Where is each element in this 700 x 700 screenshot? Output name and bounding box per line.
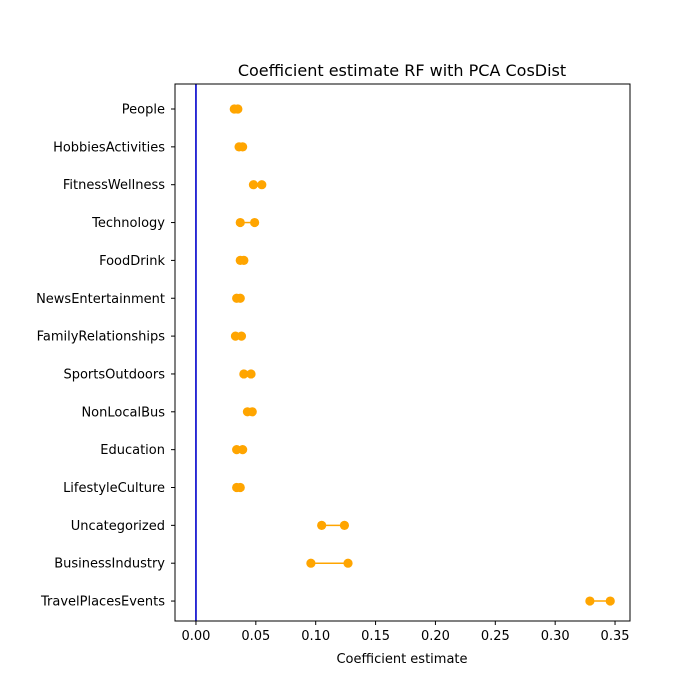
marker-low-7 — [239, 369, 249, 379]
x-tick-label-4: 0.20 — [421, 629, 450, 644]
marker-high-8 — [247, 407, 257, 417]
marker-low-2 — [248, 180, 259, 190]
marker-high-1 — [238, 142, 248, 152]
y-tick-label-3: Technology — [91, 216, 165, 231]
marker-low-11 — [317, 520, 327, 530]
marker-high-0 — [233, 104, 243, 114]
y-tick-label-0: People — [122, 103, 165, 118]
x-tick-label-7: 0.35 — [601, 629, 630, 644]
y-tick-label-5: NewsEntertainment — [36, 292, 165, 307]
y-tick-label-10: LifestyleCulture — [63, 481, 165, 496]
marker-low-12 — [306, 558, 316, 568]
x-axis-label: Coefficient estimate — [336, 652, 467, 667]
y-tick-label-7: SportsOutdoors — [63, 367, 165, 382]
y-tick-label-6: FamilyRelationships — [37, 330, 166, 345]
x-tick-label-2: 0.10 — [301, 629, 330, 644]
x-tick-label-5: 0.25 — [481, 629, 510, 644]
y-tick-label-1: HobbiesActivities — [53, 140, 165, 155]
y-tick-label-9: Education — [100, 443, 165, 458]
marker-high-4 — [239, 255, 249, 265]
x-tick-label-1: 0.05 — [241, 629, 270, 644]
x-tick-label-3: 0.15 — [361, 629, 390, 644]
x-tick-label-6: 0.30 — [541, 629, 570, 644]
plot-area: People HobbiesActivities FitnessWellness Te… — [36, 83, 631, 644]
y-tick-label-4: FoodDrink — [99, 254, 165, 269]
marker-low-13 — [585, 596, 595, 606]
marker-high-10 — [235, 482, 245, 493]
marker-high-2 — [257, 180, 267, 190]
marker-high-9 — [238, 445, 248, 455]
marker-low-3 — [235, 217, 245, 228]
y-tick-label-2: FitnessWellness — [63, 178, 165, 193]
y-tick-label-12: BusinessIndustry — [54, 557, 165, 572]
marker-high-7 — [246, 369, 256, 379]
marker-high-6 — [236, 331, 247, 341]
marker-high-5 — [235, 293, 245, 303]
chart-title: Coefficient estimate RF with PCA CosDist — [238, 61, 566, 80]
y-tick-label-11: Uncategorized — [71, 519, 165, 534]
y-tick-label-13: TravelPlacesEvents — [40, 595, 165, 610]
marker-high-11 — [339, 520, 350, 530]
y-tick-label-8: NonLocalBus — [81, 405, 165, 420]
x-tick-label-0: 0.00 — [181, 629, 210, 644]
marker-high-13 — [605, 596, 615, 606]
marker-high-3 — [250, 217, 260, 228]
axes-frame — [174, 83, 631, 622]
marker-high-12 — [343, 558, 353, 568]
